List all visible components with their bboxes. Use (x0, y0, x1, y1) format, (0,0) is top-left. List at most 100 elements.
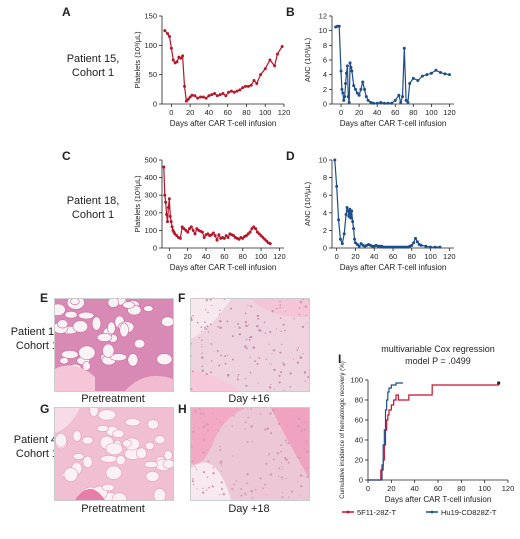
cell-speck (284, 456, 287, 460)
cell-speck (225, 426, 227, 428)
cell-speck (303, 448, 305, 450)
cell-speck (282, 323, 285, 326)
data-point (429, 245, 433, 249)
fat-cell (99, 455, 118, 463)
cell-speck (251, 496, 254, 499)
cell-speck (202, 451, 205, 454)
cell-speck (226, 373, 230, 377)
data-point (434, 68, 438, 72)
x-tick-label: 60 (391, 108, 399, 117)
cell-speck (199, 417, 201, 419)
fat-cell (163, 450, 173, 461)
x-axis-label: Days after CAR T-cell infusion (385, 495, 492, 504)
data-point (375, 101, 379, 105)
data-point (166, 206, 170, 210)
cell-speck (285, 477, 287, 480)
data-point (443, 72, 447, 76)
data-point (186, 230, 190, 234)
x-tick-label: 20 (186, 108, 194, 117)
cell-speck (237, 322, 239, 325)
data-point (347, 214, 351, 218)
cell-speck (194, 466, 196, 468)
cell-speck (254, 488, 257, 491)
micrograph-f (190, 298, 310, 392)
cell-speck (220, 460, 223, 462)
cell-speck (191, 355, 192, 357)
fat-cell (122, 439, 132, 448)
data-point (178, 236, 182, 240)
cell-speck (209, 323, 212, 326)
cell-speck (270, 383, 272, 386)
cell-speck (205, 423, 208, 426)
cell-speck (192, 478, 194, 480)
x-tick-label: 60 (434, 484, 442, 493)
cell-speck (249, 371, 252, 374)
cell-speck (282, 363, 286, 366)
cell-speck (207, 311, 209, 314)
data-point (379, 101, 383, 105)
cell-speck (193, 463, 195, 465)
fat-cell (63, 467, 78, 482)
fat-cell (156, 353, 173, 366)
fat-cell (105, 465, 122, 480)
x-tick-label: 0 (167, 252, 171, 261)
cell-speck (269, 431, 273, 435)
cell-speck (202, 408, 204, 411)
cell-speck (202, 425, 205, 429)
cell-speck (244, 378, 246, 380)
cell-speck (271, 353, 273, 355)
cell-speck (212, 485, 214, 488)
panel-letter-f: F (178, 291, 186, 305)
data-point (339, 69, 343, 73)
x-tick-label: 100 (259, 108, 272, 117)
data-point (404, 98, 408, 102)
x-tick-label: 40 (410, 484, 418, 493)
micrograph-g-image (55, 408, 173, 500)
cell-speck (193, 426, 195, 429)
cell-speck (245, 324, 248, 328)
x-tick-label: 20 (355, 108, 363, 117)
row-label-line: Patient 4, (13, 434, 61, 446)
fat-cell (101, 483, 115, 492)
data-point (352, 84, 356, 88)
x-axis-label: Days after CAR T-cell infusion (340, 119, 447, 128)
cell-speck (257, 382, 259, 384)
cell-speck (268, 453, 271, 455)
fat-cell (133, 338, 146, 349)
y-tick-label: 10 (319, 26, 327, 35)
data-point (207, 94, 211, 98)
cell-speck (201, 491, 205, 494)
y-tick-label: 500 (144, 156, 157, 165)
cell-speck (304, 305, 307, 308)
fat-cell (144, 441, 155, 451)
cell-speck (305, 314, 307, 316)
fat-cell (105, 442, 124, 455)
cell-speck (245, 347, 248, 350)
cell-speck (296, 349, 299, 351)
cell-speck (298, 313, 301, 316)
data-point (164, 200, 168, 204)
cell-speck (224, 355, 227, 357)
cell-speck (216, 350, 219, 352)
cell-speck (207, 460, 210, 463)
data-point (198, 95, 202, 99)
data-point (382, 101, 386, 105)
x-tick-label: 100 (478, 484, 491, 493)
data-point (171, 58, 175, 62)
data-point (255, 81, 259, 85)
cell-speck (248, 336, 251, 339)
x-tick-label: 60 (220, 252, 228, 261)
y-tick-label: 20 (355, 456, 363, 465)
cell-speck (238, 326, 241, 329)
data-point (280, 45, 284, 49)
censor-point (497, 381, 501, 385)
data-point (349, 65, 353, 69)
data-point (393, 98, 397, 102)
fat-cell (82, 455, 93, 469)
data-point (170, 225, 174, 229)
data-point (353, 87, 357, 91)
fat-cell (112, 429, 125, 438)
cell-speck (264, 428, 267, 431)
data-point (433, 245, 437, 249)
cell-speck (250, 335, 253, 339)
